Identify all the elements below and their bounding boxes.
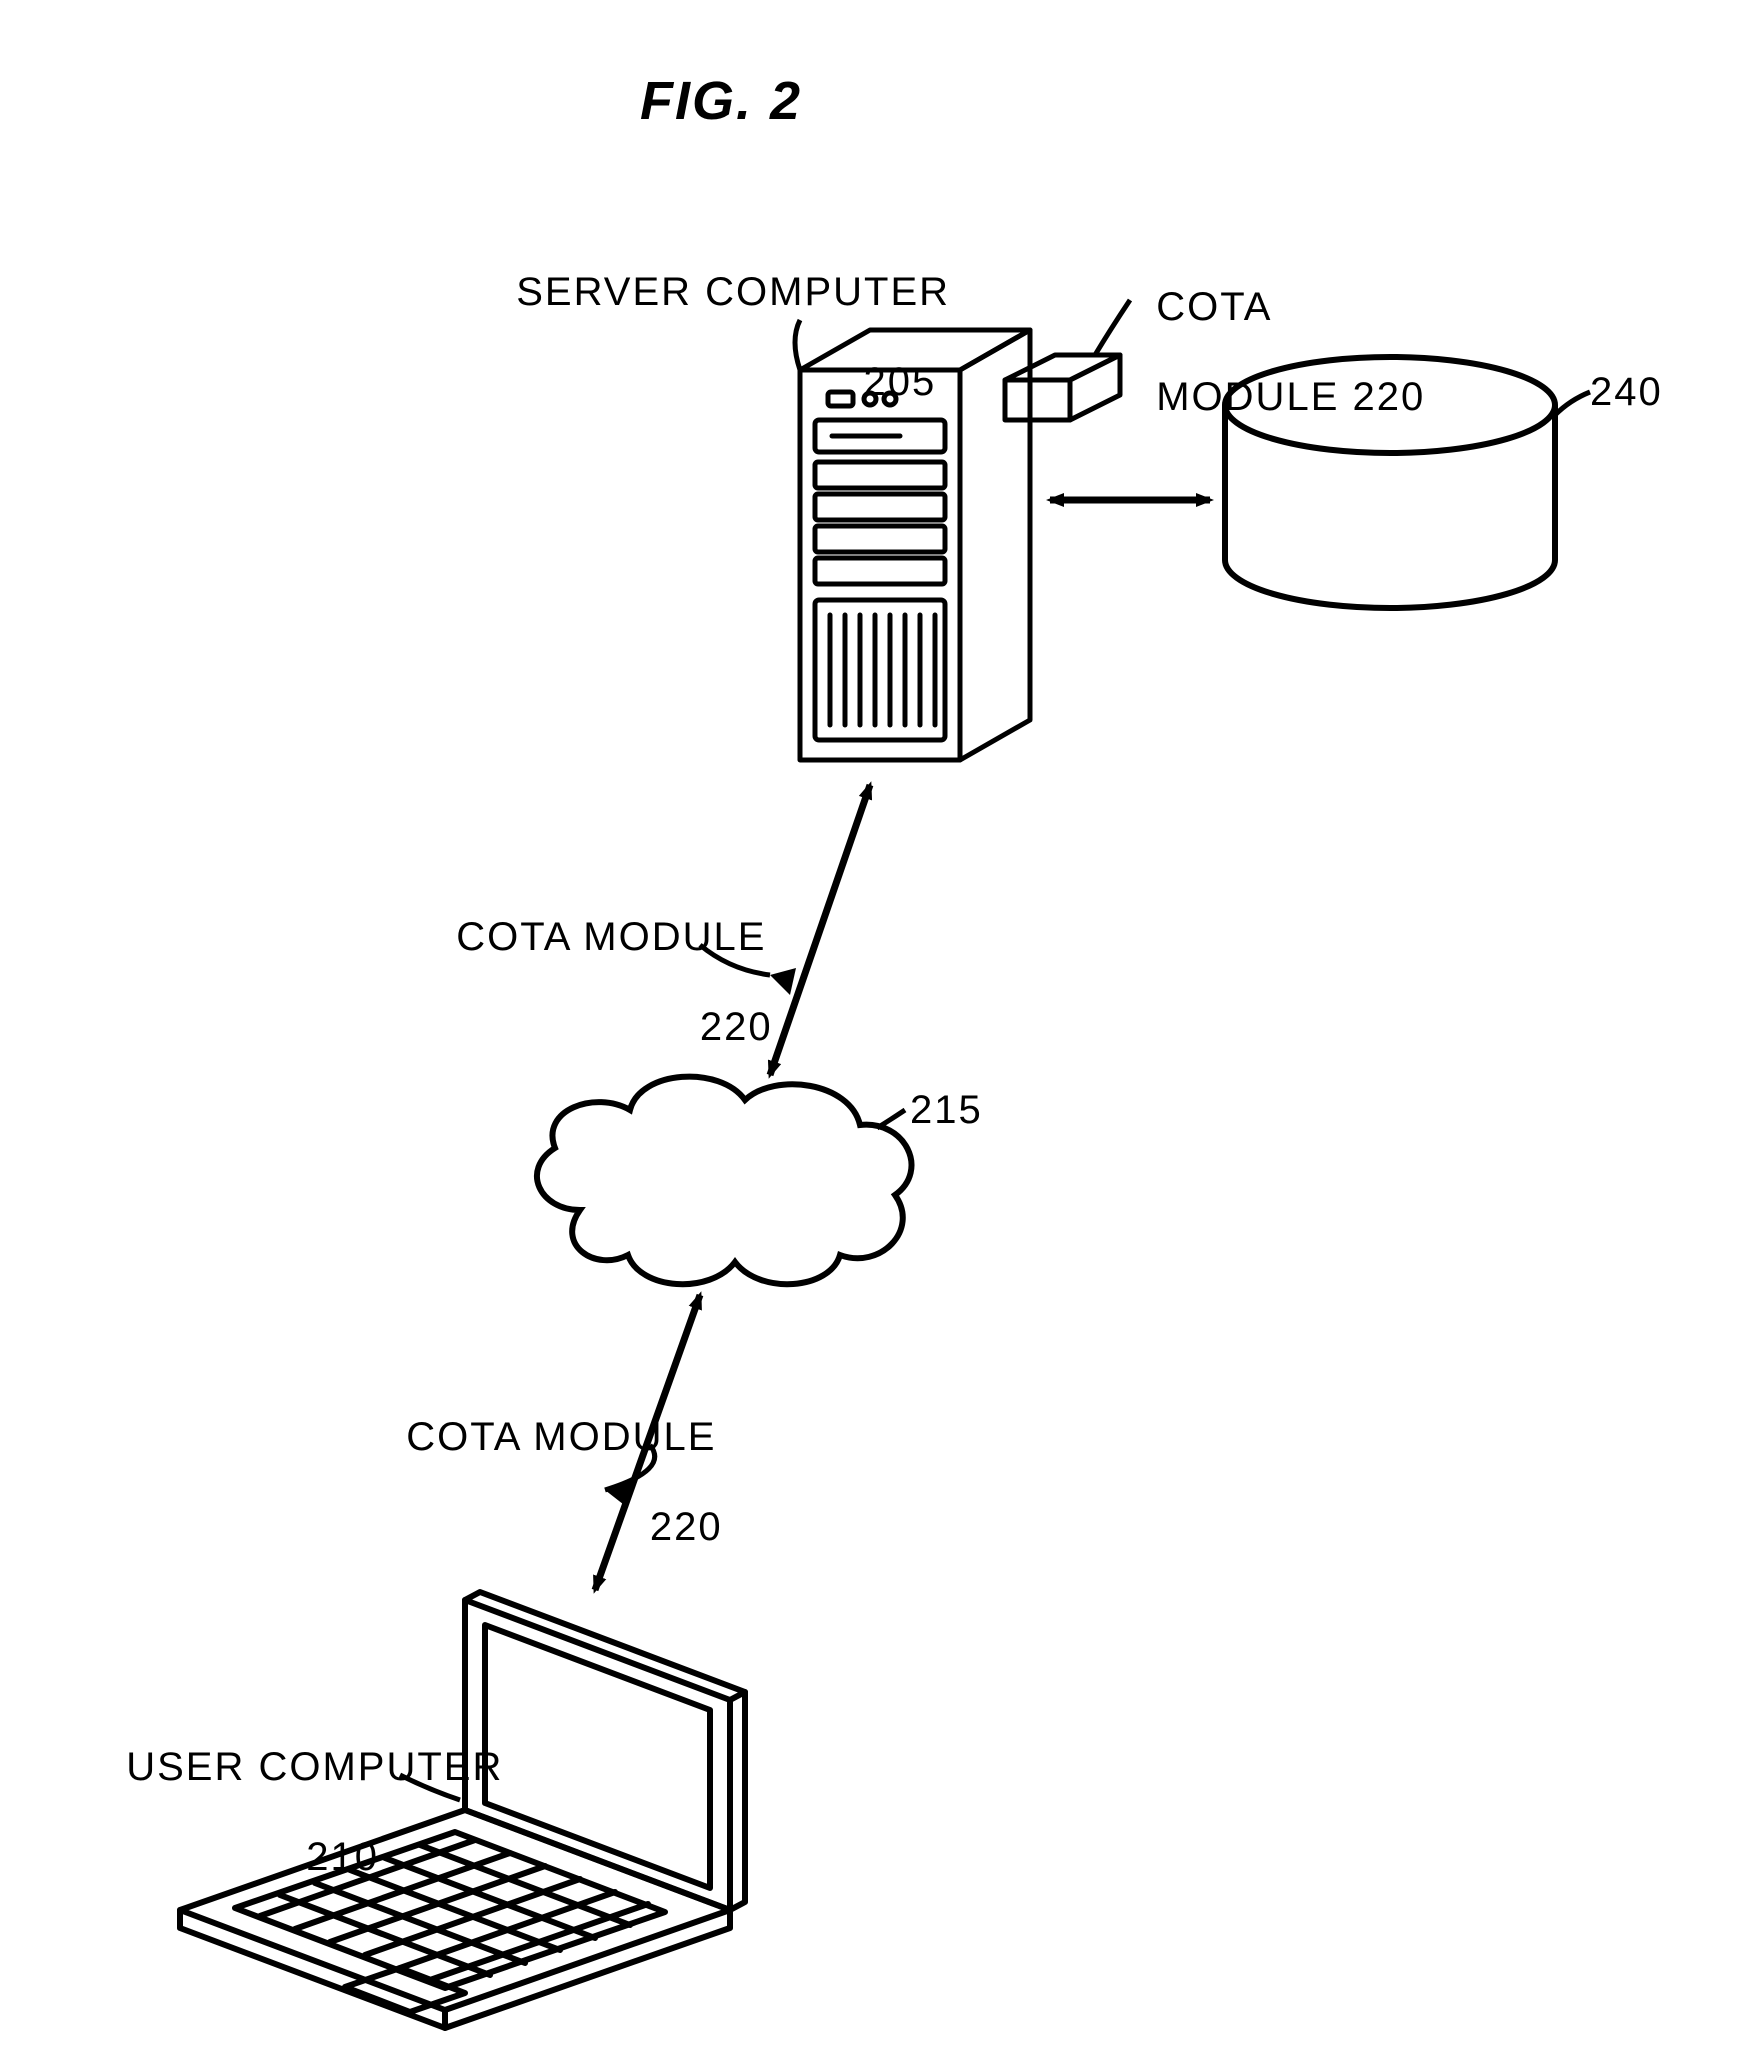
edge-server-network <box>770 785 870 1075</box>
server-icon <box>800 330 1120 760</box>
edge-network-user <box>595 1295 700 1590</box>
diagram-svg <box>0 0 1741 2053</box>
network-icon <box>537 1077 912 1285</box>
database-icon <box>1225 357 1555 608</box>
laptop-icon <box>180 1592 745 2028</box>
